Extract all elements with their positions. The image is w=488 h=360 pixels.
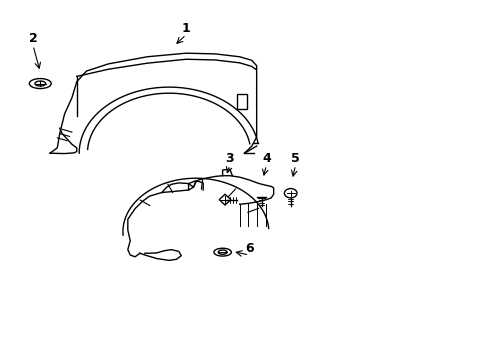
Text: 1: 1 (182, 22, 190, 35)
Text: 2: 2 (29, 32, 37, 45)
Text: 5: 5 (290, 152, 299, 165)
Text: 4: 4 (262, 152, 270, 165)
Text: 6: 6 (244, 242, 253, 255)
Text: 3: 3 (225, 152, 234, 165)
